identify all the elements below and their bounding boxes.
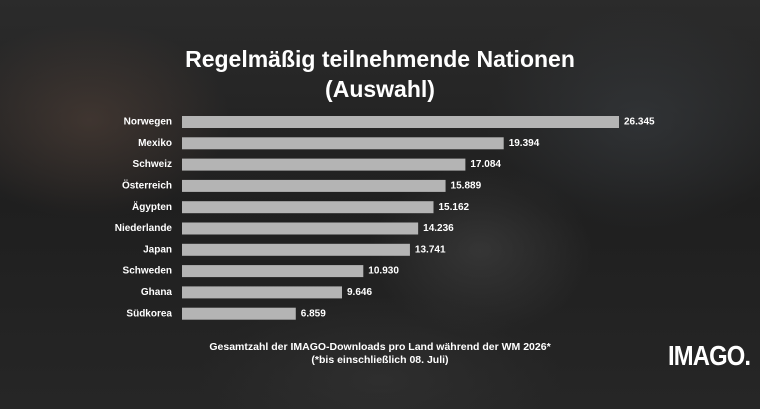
chart-title: Regelmäßig teilnehmende Nationen (Auswah…: [185, 46, 575, 102]
bar: [182, 137, 504, 150]
category-label: Mexiko: [138, 138, 172, 149]
category-label: Schweden: [123, 266, 172, 277]
category-label: Ägypten: [132, 200, 172, 213]
value-label: 15.889: [451, 181, 482, 192]
bar: [182, 286, 343, 299]
value-label: 26.345: [624, 117, 655, 128]
footnote: Gesamtzahl der IMAGO-Downloads pro Land …: [209, 341, 551, 353]
bar: [182, 307, 296, 320]
value-label: 13.741: [415, 244, 446, 255]
value-label: 15.162: [439, 202, 470, 213]
category-label: Japan: [143, 244, 172, 255]
logo: IMAGO.: [668, 340, 751, 371]
category-label: Österreich: [122, 179, 172, 192]
bar: [182, 222, 419, 235]
footnote: (*bis einschließlich 08. Juli): [311, 354, 449, 366]
bar: [182, 179, 446, 192]
category-label: Norwegen: [124, 117, 172, 128]
category-label: Niederlande: [115, 223, 173, 234]
value-label: 14.236: [423, 223, 454, 234]
bar: [182, 116, 619, 128]
bar: [182, 201, 434, 214]
bar: [182, 243, 410, 256]
category-label: Südkorea: [126, 308, 172, 319]
value-label: 19.394: [509, 138, 540, 149]
value-label: 17.084: [470, 159, 501, 170]
value-label: 10.930: [368, 266, 399, 277]
value-label: 6.859: [301, 308, 326, 319]
bar: [182, 265, 364, 278]
category-label: Schweiz: [133, 159, 172, 170]
value-label: 9.646: [347, 287, 372, 298]
bar: [182, 158, 466, 171]
category-label: Ghana: [141, 287, 173, 298]
